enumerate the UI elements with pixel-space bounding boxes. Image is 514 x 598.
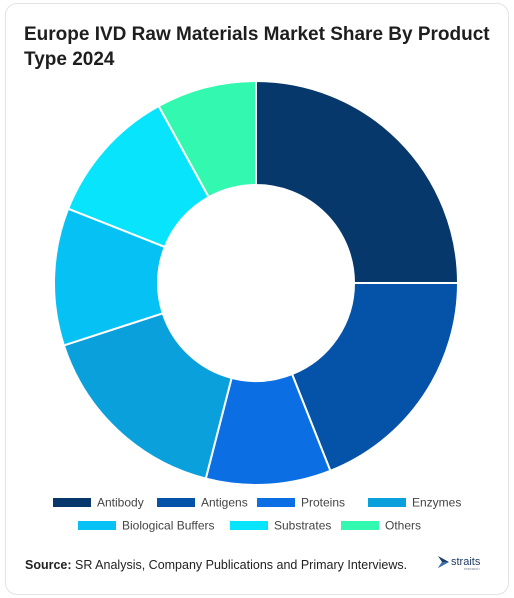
legend-label[interactable]: Substrates (274, 519, 331, 533)
logo-name: straits (451, 556, 481, 568)
legend-label[interactable]: Antigens (201, 496, 248, 510)
legend-swatch (78, 521, 116, 530)
legend-swatch (230, 521, 268, 530)
slice-antigens[interactable] (290, 282, 460, 473)
logo-sub: research (464, 566, 480, 571)
chart-title: Europe IVD Raw Materials Market Share By… (24, 24, 490, 70)
chart-legend: Antibody Antigens Proteins Enzymes Biologica… (53, 496, 461, 533)
source-text: SR Analysis, Company Publications and Pr… (75, 558, 408, 572)
legend-label[interactable]: Enzymes (412, 496, 461, 510)
legend-label[interactable]: Biological Buffers (122, 519, 215, 533)
legend-swatch (341, 521, 379, 530)
donut-slices (53, 79, 460, 486)
legend-label[interactable]: Others (385, 519, 421, 533)
legend-swatch (368, 498, 406, 507)
source-note: Source: SR Analysis, Company Publication… (25, 558, 407, 572)
legend-swatch (157, 498, 195, 507)
legend-label[interactable]: Antibody (97, 496, 144, 510)
legend-label[interactable]: Proteins (301, 496, 345, 510)
straits-logo: straits research (438, 556, 481, 571)
slice-others[interactable] (157, 79, 257, 199)
legend-swatch (257, 498, 295, 507)
legend-swatch (53, 498, 91, 507)
slice-antibody[interactable] (255, 79, 460, 284)
source-label: Source: (25, 558, 72, 572)
slice-enzymes[interactable] (62, 312, 233, 480)
